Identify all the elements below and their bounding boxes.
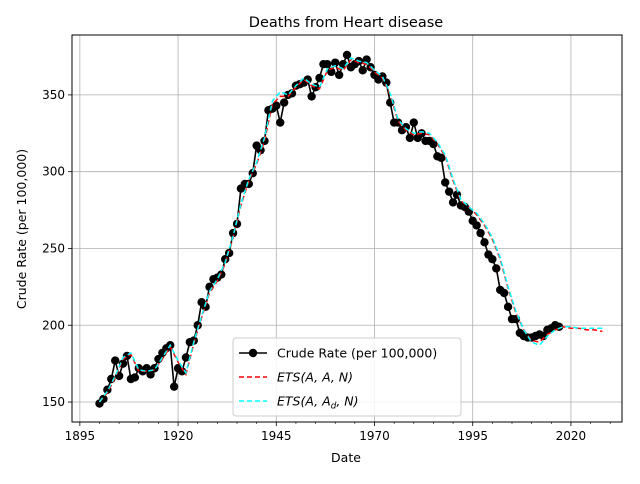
- series-line-observed: [98, 52, 560, 405]
- observed-point: [441, 178, 450, 187]
- y-axis-label: Crude Rate (per 100,000): [14, 149, 29, 309]
- observed-point: [181, 353, 191, 362]
- legend-box: [232, 337, 462, 417]
- observed-point: [488, 255, 497, 264]
- y-tick-label: 200: [42, 318, 65, 332]
- observed-point: [334, 70, 344, 80]
- observed-point: [99, 394, 108, 404]
- observed-point: [177, 367, 187, 376]
- observed-point: [331, 58, 340, 67]
- observed-point: [111, 356, 120, 365]
- observed-point: [448, 198, 458, 207]
- legend-label-ets_aan: ETS(A, A, N): [277, 370, 353, 385]
- observed-point: [437, 153, 446, 163]
- x-tick-label: 1920: [163, 429, 194, 443]
- x-tick-label: 1995: [457, 429, 488, 443]
- observed-point: [146, 370, 155, 379]
- y-tick-label: 350: [42, 88, 65, 102]
- observed-point: [287, 89, 297, 98]
- axes-frame: [71, 34, 623, 423]
- observed-point: [492, 264, 501, 273]
- series-line-ets-aadn: [98, 57, 603, 403]
- observed-point: [193, 321, 202, 330]
- x-tick-label: 2020: [556, 429, 587, 443]
- x-tick-label: 1945: [261, 429, 292, 443]
- observed-point: [429, 139, 438, 149]
- observed-point: [503, 302, 513, 312]
- observed-point: [472, 221, 481, 230]
- observed-point: [260, 136, 269, 146]
- x-tick-label: 1970: [359, 429, 390, 443]
- observed-point: [315, 73, 324, 83]
- y-tick-label: 150: [42, 395, 65, 409]
- observed-point: [342, 50, 352, 60]
- observed-point: [480, 238, 489, 247]
- legend: Crude Rate (per 100,000) ETS(A, A, N) ETS(…: [232, 337, 462, 417]
- y-tick-label: 300: [42, 165, 65, 179]
- legend-marker: [248, 348, 258, 358]
- plot-area: [95, 50, 603, 408]
- y-axis: 150 200 250 300 350: [42, 88, 72, 409]
- observed-point: [201, 302, 210, 312]
- observed-point: [393, 118, 403, 127]
- observed-point: [327, 67, 336, 77]
- observed-point: [169, 382, 179, 391]
- observed-point: [130, 373, 140, 382]
- x-axis: 1895 1920 1945 1970 1995 2020: [65, 422, 611, 443]
- observed-point: [276, 118, 285, 127]
- x-axis-label: Date: [331, 450, 361, 465]
- observed-point: [444, 187, 454, 196]
- observed-point: [499, 288, 509, 298]
- legend-label-ets_aadn: ETS(A, Ad, N): [277, 394, 359, 412]
- observed-point: [409, 118, 418, 127]
- observed-point: [405, 133, 415, 143]
- observed-point: [272, 101, 281, 110]
- observed-point: [323, 59, 332, 69]
- observed-point: [221, 255, 230, 264]
- observed-point: [307, 92, 316, 101]
- observed-point: [358, 66, 367, 75]
- y-tick-label: 250: [42, 241, 65, 255]
- observed-point: [279, 98, 289, 107]
- observed-point: [476, 228, 485, 238]
- x-tick-label: 1895: [65, 429, 96, 443]
- legend-label-observed: Crude Rate (per 100,000): [277, 346, 437, 361]
- chart-title: Deaths from Heart disease: [249, 15, 443, 31]
